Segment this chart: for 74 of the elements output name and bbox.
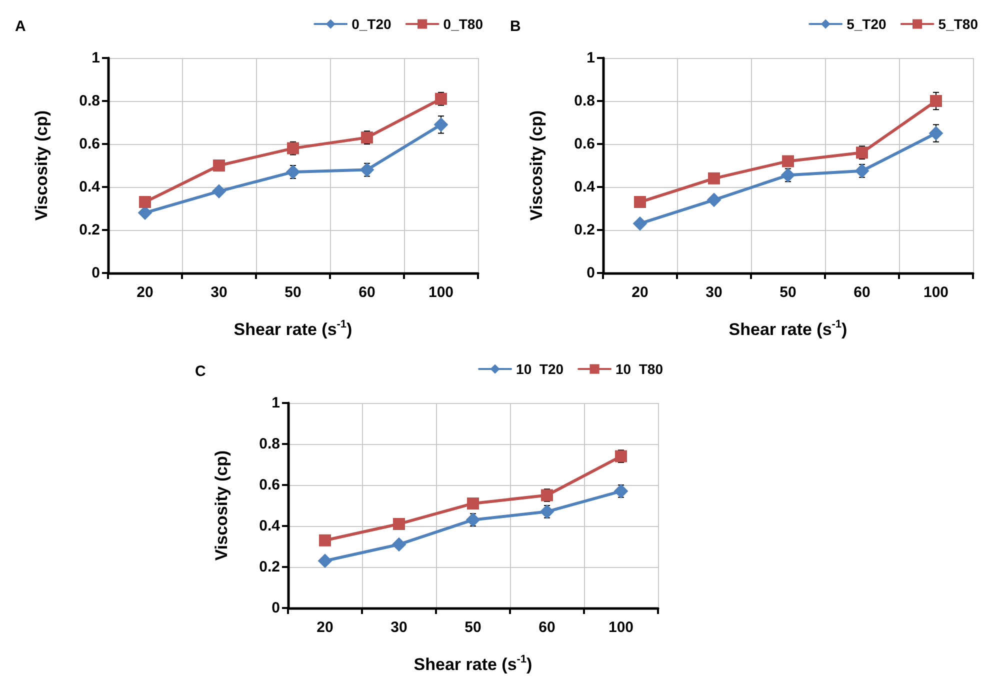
y-tick-label: 0.4: [79, 178, 101, 196]
y-tick-label: 1: [92, 50, 100, 66]
x-tick-label: 60: [538, 619, 556, 636]
point: [781, 168, 795, 182]
y-tick-label: 0: [92, 264, 100, 282]
point: [435, 92, 447, 105]
y-tick-label: 0: [272, 600, 280, 616]
y-tick-label: 1: [272, 394, 280, 412]
point: [287, 142, 299, 154]
y-tick-label: 0.6: [574, 136, 595, 152]
x-tick-label: 50: [284, 284, 302, 301]
y-tick-label: 0.2: [574, 222, 595, 238]
x-tick-label: 20: [632, 284, 648, 301]
point: [434, 118, 448, 132]
point: [361, 132, 373, 144]
y-axis-title: Viscosity (cp): [212, 450, 231, 561]
point: [634, 196, 646, 208]
point: [708, 172, 720, 184]
y-tick-label: 0.6: [79, 136, 100, 152]
chart-title: C: [195, 363, 206, 380]
chart-title: B: [510, 18, 521, 35]
x-tick-label: 30: [390, 619, 408, 636]
x-tick-label: 60: [358, 284, 376, 301]
y-tick-label: 0.8: [574, 92, 595, 110]
point: [467, 497, 479, 510]
point: [929, 126, 943, 140]
point: [213, 160, 225, 172]
point: [633, 216, 647, 231]
y-tick-label: 0.6: [259, 476, 280, 494]
point: [707, 192, 721, 207]
point: [782, 155, 794, 168]
point: [318, 554, 332, 568]
y-tick-label: 0.2: [79, 222, 100, 238]
point: [393, 518, 405, 530]
x-tick-label: 50: [780, 284, 796, 301]
legend-label: 0_T80: [443, 16, 484, 32]
point: [286, 164, 300, 179]
x-tick-label: 100: [428, 284, 454, 301]
legend-label: 0_T20: [352, 16, 392, 32]
y-tick-label: 0.4: [574, 178, 596, 196]
point: [139, 196, 151, 208]
point: [319, 534, 331, 546]
x-tick-label: 30: [210, 284, 228, 301]
point: [540, 504, 554, 519]
x-tick-label: 20: [136, 284, 154, 301]
y-tick-label: 1: [586, 50, 595, 66]
point: [614, 484, 628, 498]
point: [855, 164, 869, 178]
x-tick-label: 60: [854, 284, 870, 301]
point: [466, 512, 480, 527]
y-tick-label: 0: [586, 264, 595, 282]
y-tick-label: 0.2: [259, 558, 280, 576]
y-tick-label: 0.8: [259, 436, 280, 452]
legend-label: 5_T20: [846, 16, 887, 32]
point: [541, 489, 553, 502]
point: [360, 162, 374, 177]
y-axis-title: Viscosity (cp): [32, 110, 51, 221]
x-tick-label: 100: [608, 619, 634, 636]
point: [615, 450, 627, 462]
x-tick-label: 100: [923, 284, 949, 301]
x-tick-label: 30: [706, 284, 722, 301]
point: [392, 537, 406, 552]
point: [856, 146, 868, 159]
legend-label: 10 T20: [516, 361, 564, 377]
point: [930, 95, 942, 107]
y-tick-label: 0.8: [79, 92, 100, 110]
x-tick-label: 20: [316, 619, 334, 636]
point: [212, 184, 226, 198]
chart-title: A: [15, 18, 26, 35]
y-axis-title: Viscosity (cp): [527, 110, 546, 221]
x-tick-label: 50: [464, 619, 482, 636]
legend-label: 10 T80: [616, 361, 664, 377]
y-tick-label: 0.4: [259, 518, 281, 534]
legend-label: 5_T80: [938, 16, 978, 32]
